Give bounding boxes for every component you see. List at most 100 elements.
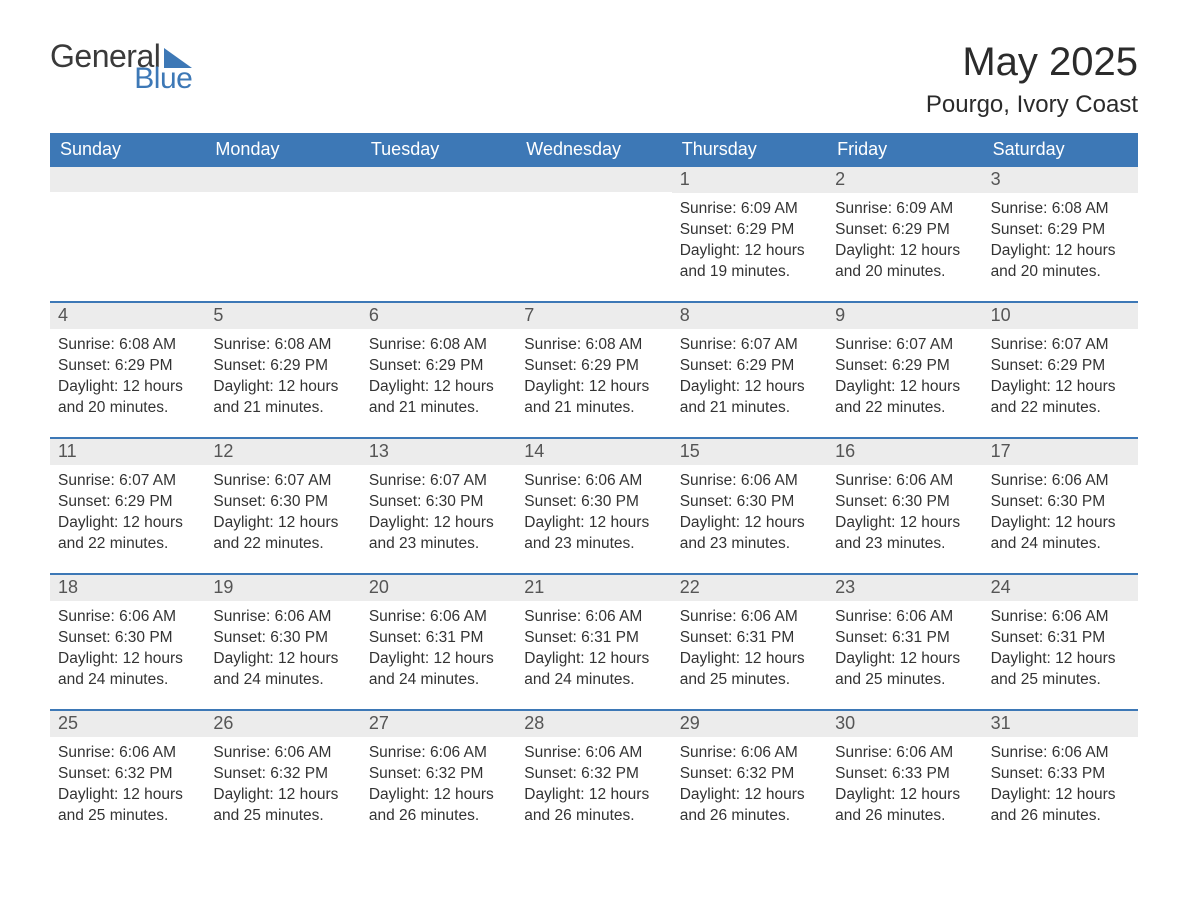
sunset-line: Sunset: 6:29 PM <box>524 356 663 377</box>
daylight-line: Daylight: 12 hours and 23 minutes. <box>835 513 974 555</box>
page-title: May 2025 <box>926 40 1138 85</box>
sunrise-line: Sunrise: 6:06 AM <box>213 743 352 764</box>
sunrise-line: Sunrise: 6:06 AM <box>369 743 508 764</box>
sunset-line: Sunset: 6:29 PM <box>213 356 352 377</box>
daylight-line: Daylight: 12 hours and 26 minutes. <box>835 785 974 827</box>
calendar-cell: 16Sunrise: 6:06 AMSunset: 6:30 PMDayligh… <box>827 439 982 559</box>
sunrise-line: Sunrise: 6:06 AM <box>524 607 663 628</box>
sunset-line: Sunset: 6:30 PM <box>835 492 974 513</box>
cell-body: Sunrise: 6:06 AMSunset: 6:30 PMDaylight:… <box>827 465 982 559</box>
cell-body: Sunrise: 6:06 AMSunset: 6:31 PMDaylight:… <box>516 601 671 695</box>
sunset-line: Sunset: 6:31 PM <box>524 628 663 649</box>
cell-body: Sunrise: 6:08 AMSunset: 6:29 PMDaylight:… <box>50 329 205 423</box>
dayname-saturday: Saturday <box>983 133 1138 167</box>
cell-body: Sunrise: 6:06 AMSunset: 6:33 PMDaylight:… <box>827 737 982 831</box>
cell-body: Sunrise: 6:06 AMSunset: 6:32 PMDaylight:… <box>50 737 205 831</box>
daynum-row: 29 <box>672 711 827 737</box>
calendar-cell <box>50 167 205 287</box>
day-number: 17 <box>991 441 1011 461</box>
sunrise-line: Sunrise: 6:08 AM <box>58 335 197 356</box>
daylight-line: Daylight: 12 hours and 24 minutes. <box>524 649 663 691</box>
sunset-line: Sunset: 6:31 PM <box>680 628 819 649</box>
cell-body: Sunrise: 6:06 AMSunset: 6:31 PMDaylight:… <box>827 601 982 695</box>
calendar-cell: 24Sunrise: 6:06 AMSunset: 6:31 PMDayligh… <box>983 575 1138 695</box>
week-row: 18 Sunrise: 6:06 AMSunset: 6:30 PMDayligh… <box>50 573 1138 695</box>
daynum-row: 17 <box>983 439 1138 465</box>
sunrise-line: Sunrise: 6:06 AM <box>680 743 819 764</box>
day-number: 19 <box>213 577 233 597</box>
daynum-row: 8 <box>672 303 827 329</box>
calendar-cell: 10Sunrise: 6:07 AMSunset: 6:29 PMDayligh… <box>983 303 1138 423</box>
daylight-line: Daylight: 12 hours and 22 minutes. <box>991 377 1130 419</box>
cell-body: Sunrise: 6:07 AMSunset: 6:30 PMDaylight:… <box>205 465 360 559</box>
sunrise-line: Sunrise: 6:07 AM <box>58 471 197 492</box>
calendar-cell: 30 Sunrise: 6:06 AMSunset: 6:33 PMDayligh… <box>827 711 982 831</box>
cell-body: Sunrise: 6:07 AMSunset: 6:30 PMDaylight:… <box>361 465 516 559</box>
daylight-line: Daylight: 12 hours and 20 minutes. <box>58 377 197 419</box>
sunrise-line: Sunrise: 6:08 AM <box>213 335 352 356</box>
sunrise-line: Sunrise: 6:09 AM <box>680 199 819 220</box>
cell-body: Sunrise: 6:06 AMSunset: 6:32 PMDaylight:… <box>361 737 516 831</box>
daynum-row: 13 <box>361 439 516 465</box>
logo: General Blue <box>50 40 192 94</box>
calendar-cell: 27 Sunrise: 6:06 AMSunset: 6:32 PMDayligh… <box>361 711 516 831</box>
sunset-line: Sunset: 6:33 PM <box>991 764 1130 785</box>
calendar-cell: 23 Sunrise: 6:06 AMSunset: 6:31 PMDayligh… <box>827 575 982 695</box>
day-number: 30 <box>835 713 855 733</box>
calendar-cell: 19 Sunrise: 6:06 AMSunset: 6:30 PMDayligh… <box>205 575 360 695</box>
week-row: 11Sunrise: 6:07 AMSunset: 6:29 PMDayligh… <box>50 437 1138 559</box>
daylight-line: Daylight: 12 hours and 20 minutes. <box>991 241 1130 283</box>
day-number: 18 <box>58 577 78 597</box>
cell-body <box>361 192 516 282</box>
cell-body: Sunrise: 6:07 AMSunset: 6:29 PMDaylight:… <box>672 329 827 423</box>
daynum-row: 14 <box>516 439 671 465</box>
daylight-line: Daylight: 12 hours and 21 minutes. <box>680 377 819 419</box>
daynum-row: 15 <box>672 439 827 465</box>
dayname-wednesday: Wednesday <box>516 133 671 167</box>
sunrise-line: Sunrise: 6:06 AM <box>835 471 974 492</box>
cell-body: Sunrise: 6:06 AMSunset: 6:30 PMDaylight:… <box>205 601 360 695</box>
dayname-tuesday: Tuesday <box>361 133 516 167</box>
cell-body: Sunrise: 6:08 AMSunset: 6:29 PMDaylight:… <box>516 329 671 423</box>
day-number: 20 <box>369 577 389 597</box>
day-number: 23 <box>835 577 855 597</box>
sunrise-line: Sunrise: 6:06 AM <box>524 471 663 492</box>
day-number: 27 <box>369 713 389 733</box>
daynum-row <box>516 167 671 192</box>
day-number: 12 <box>213 441 233 461</box>
daylight-line: Daylight: 12 hours and 23 minutes. <box>524 513 663 555</box>
daynum-row: 1 <box>672 167 827 193</box>
dayname-friday: Friday <box>827 133 982 167</box>
daylight-line: Daylight: 12 hours and 25 minutes. <box>680 649 819 691</box>
daynum-row: 22 <box>672 575 827 601</box>
calendar-cell: 18 Sunrise: 6:06 AMSunset: 6:30 PMDayligh… <box>50 575 205 695</box>
daylight-line: Daylight: 12 hours and 21 minutes. <box>369 377 508 419</box>
sunset-line: Sunset: 6:30 PM <box>991 492 1130 513</box>
week-row: 4Sunrise: 6:08 AMSunset: 6:29 PMDaylight… <box>50 301 1138 423</box>
cell-body: Sunrise: 6:06 AMSunset: 6:30 PMDaylight:… <box>50 601 205 695</box>
calendar-page: General Blue May 2025 Pourgo, Ivory Coas… <box>0 0 1188 918</box>
day-number: 14 <box>524 441 544 461</box>
cell-body: Sunrise: 6:06 AMSunset: 6:32 PMDaylight:… <box>516 737 671 831</box>
day-number: 13 <box>369 441 389 461</box>
sunset-line: Sunset: 6:29 PM <box>680 220 819 241</box>
daylight-line: Daylight: 12 hours and 21 minutes. <box>213 377 352 419</box>
sunset-line: Sunset: 6:32 PM <box>213 764 352 785</box>
sunset-line: Sunset: 6:29 PM <box>991 220 1130 241</box>
calendar-cell: 2Sunrise: 6:09 AMSunset: 6:29 PMDaylight… <box>827 167 982 287</box>
daynum-row: 31 <box>983 711 1138 737</box>
daylight-line: Daylight: 12 hours and 26 minutes. <box>991 785 1130 827</box>
daynum-row: 10 <box>983 303 1138 329</box>
daynum-row: 9 <box>827 303 982 329</box>
cell-body: Sunrise: 6:08 AMSunset: 6:29 PMDaylight:… <box>205 329 360 423</box>
calendar-cell: 31Sunrise: 6:06 AMSunset: 6:33 PMDayligh… <box>983 711 1138 831</box>
sunrise-line: Sunrise: 6:06 AM <box>369 607 508 628</box>
daynum-row: 23 <box>827 575 982 601</box>
cell-body: Sunrise: 6:07 AMSunset: 6:29 PMDaylight:… <box>983 329 1138 423</box>
daylight-line: Daylight: 12 hours and 22 minutes. <box>58 513 197 555</box>
day-number: 3 <box>991 169 1001 189</box>
week-row: 25Sunrise: 6:06 AMSunset: 6:32 PMDayligh… <box>50 709 1138 831</box>
daynum-row: 6 <box>361 303 516 329</box>
sunset-line: Sunset: 6:30 PM <box>213 492 352 513</box>
daynum-row: 7 <box>516 303 671 329</box>
